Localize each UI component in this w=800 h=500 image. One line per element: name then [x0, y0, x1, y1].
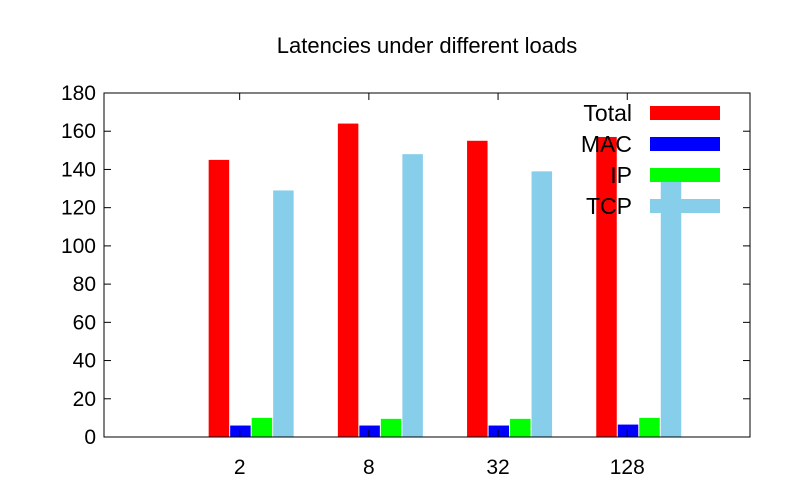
x-axis: 2 8 32 128 — [234, 93, 645, 479]
bar-tcp-32 — [531, 171, 553, 437]
bar-ip-2 — [251, 417, 273, 437]
bar-ip-32 — [510, 418, 531, 437]
legend-swatch-tcp — [650, 199, 720, 213]
y-axis: 0 20 40 60 80 100 120 140 160 180 — [61, 82, 750, 449]
bar-tcp-128 — [660, 169, 682, 437]
legend-swatch-ip — [650, 168, 720, 182]
bar-ip-128 — [639, 417, 660, 437]
y-tick-label: 40 — [73, 350, 96, 373]
legend-label-total: Total — [583, 100, 632, 126]
legend-label-mac: MAC — [581, 131, 632, 157]
bar-mac-128 — [617, 424, 639, 437]
x-tick-label: 8 — [363, 456, 375, 479]
legend-swatch-total — [650, 106, 720, 120]
y-tick-label: 60 — [73, 311, 96, 334]
y-tick-label: 140 — [61, 158, 96, 181]
legend: Total MAC IP TCP — [581, 100, 720, 219]
y-tick-label: 80 — [73, 273, 96, 296]
y-tick-label: 120 — [61, 197, 96, 220]
bar-total-8 — [337, 123, 359, 438]
legend-label-tcp: TCP — [586, 193, 632, 219]
y-tick-label: 180 — [61, 82, 96, 105]
legend-swatch-mac — [650, 137, 720, 151]
y-tick-label: 100 — [61, 235, 96, 258]
x-tick-label: 2 — [234, 456, 246, 479]
bar-mac-2 — [230, 425, 251, 437]
y-tick-label: 0 — [84, 426, 96, 449]
bar-tcp-2 — [273, 190, 294, 437]
bar-total-32 — [467, 140, 488, 437]
bar-ip-8 — [380, 418, 402, 437]
y-tick-label: 20 — [73, 388, 96, 411]
x-tick-label: 32 — [486, 456, 509, 479]
bars-group — [208, 123, 682, 438]
bar-total-128 — [596, 136, 617, 437]
bar-total-2 — [208, 159, 230, 437]
legend-label-ip: IP — [610, 162, 632, 188]
plot-frame — [103, 92, 751, 438]
x-tick-label: 128 — [610, 456, 645, 479]
chart-title: Latencies under different loads — [277, 33, 577, 58]
bar-tcp-8 — [402, 154, 423, 437]
bar-mac-8 — [359, 425, 380, 437]
y-tick-label: 160 — [61, 120, 96, 143]
bar-mac-32 — [488, 425, 510, 437]
